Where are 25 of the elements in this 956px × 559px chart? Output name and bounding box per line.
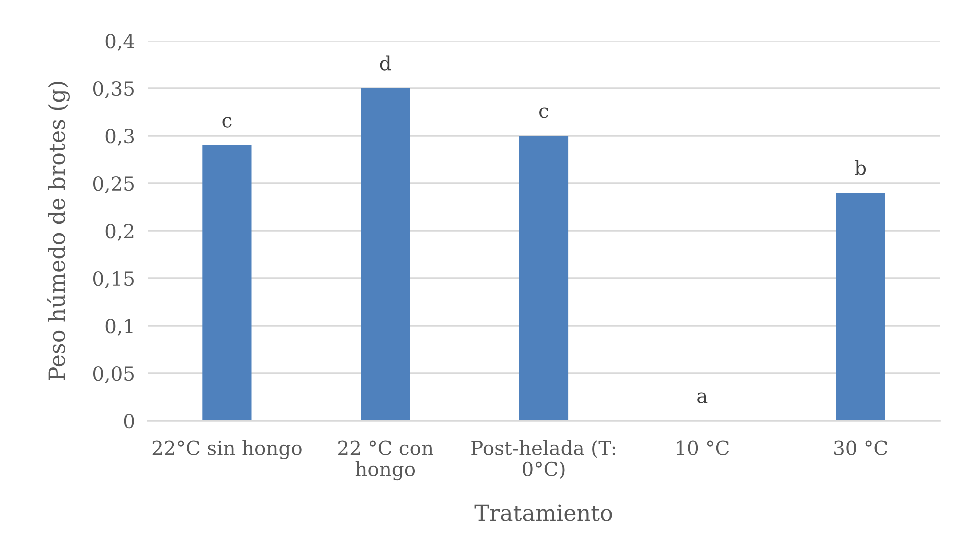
annotation: a [698, 392, 708, 404]
x-tick-label: 22 °C con hongo [338, 440, 434, 481]
annotation: d [380, 56, 392, 71]
y-tick-label: 0,1 [106, 318, 133, 336]
annotation: c [222, 117, 232, 128]
y-tick-label: 0 [124, 414, 134, 429]
y-tick-label: 0,3 [106, 128, 134, 146]
y-axis-title: Peso húmedo de brotes (g) [47, 82, 70, 380]
x-tick-label: 22°C sin hongo [152, 440, 302, 460]
bar [361, 88, 410, 421]
bar [202, 146, 252, 421]
annotation: b [855, 160, 866, 176]
y-tick-label: 0,15 [93, 271, 134, 289]
y-tick-label: 0,2 [106, 224, 134, 242]
x-axis-title: Tratamiento [474, 504, 612, 522]
x-tick-label: 30 °C [834, 440, 888, 456]
x-tick-label: 10 °C [677, 440, 729, 456]
bar [519, 136, 569, 421]
y-tick-label: 0,05 [93, 366, 134, 384]
y-tick-label: 0,35 [93, 81, 134, 99]
y-tick-label: 0,4 [106, 34, 135, 52]
x-tick-label: Post-helada (T: 0°C) [472, 440, 616, 480]
y-tick-label: 0,25 [93, 176, 134, 194]
annotation: c [540, 108, 549, 118]
bar [836, 193, 886, 421]
